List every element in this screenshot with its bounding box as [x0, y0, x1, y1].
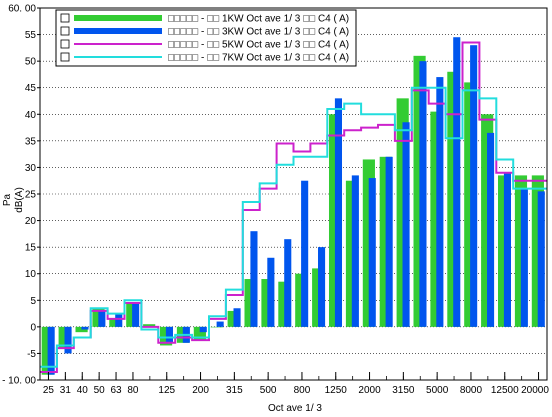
y-tick-label: 20 [25, 216, 37, 227]
y-tick-label: 0 [30, 322, 36, 333]
bar [64, 326, 72, 354]
x-tick-label: 1250 [325, 385, 348, 396]
bar [210, 326, 223, 328]
bar [537, 191, 545, 327]
bar [81, 326, 89, 330]
legend-checkbox [60, 26, 70, 36]
y-tick-label: 60. 00 [8, 4, 36, 15]
bar [115, 313, 123, 327]
y-tick-label: -5 [27, 349, 36, 360]
x-tick-label: 25 [43, 385, 55, 396]
step-line [40, 86, 547, 368]
bar-series [47, 37, 545, 375]
series-layer [40, 37, 547, 375]
y-tick-label: 45 [25, 83, 37, 94]
bar [143, 324, 156, 327]
bar [165, 326, 174, 343]
bar [132, 302, 140, 327]
y-tick-label: - 10. 00 [2, 376, 36, 387]
bar [419, 61, 427, 327]
y-tick-label: 40 [25, 110, 37, 121]
x-tick-label: 5000 [426, 385, 449, 396]
bar [233, 308, 241, 327]
bar [47, 326, 55, 375]
bar [98, 310, 106, 327]
x-tick-label: 12500 [491, 385, 519, 396]
x-tick-label: 8000 [460, 385, 483, 396]
bar [402, 122, 410, 327]
y-tick-label: 15 [25, 243, 37, 254]
y-tick-label: 30 [25, 163, 37, 174]
y-tick-label: 10 [25, 269, 37, 280]
bar [385, 156, 393, 327]
x-axis-title: Oct ave 1/ 3 [268, 403, 322, 414]
x-axis-ticks: 25 31 40 50 63 80 125 200 315 500 800 1250 2000 3150 5… [43, 372, 549, 396]
bar [267, 257, 275, 327]
x-tick-label: 31 [60, 385, 72, 396]
bar [284, 239, 292, 327]
legend-checkbox [60, 39, 70, 49]
y-tick-label: 25 [25, 190, 37, 201]
bar [216, 321, 224, 327]
y-tick-label: 35 [25, 136, 37, 147]
x-tick-label: 500 [260, 385, 277, 396]
y-axis-unit-top: Pa [2, 193, 13, 206]
bar [470, 45, 478, 327]
bar [487, 132, 495, 327]
x-tick-label: 3150 [392, 385, 415, 396]
legend-entry: □□□□□ - □□ 3KW Oct ave 1/ 3 □□ C4 ( A) [168, 27, 349, 38]
bar [199, 326, 207, 333]
x-tick-label: 2000 [358, 385, 381, 396]
x-tick-label: 20000 [521, 385, 549, 396]
x-tick-label: 315 [226, 385, 243, 396]
x-tick-label: 80 [127, 385, 139, 396]
bar [334, 98, 343, 327]
legend-entry: □□□□□ - □□ 1KW Oct ave 1/ 3 □□ C4 ( A) [168, 14, 349, 25]
bar [368, 178, 376, 327]
legend-checkbox [60, 13, 70, 23]
x-tick-label: 40 [77, 385, 89, 396]
bar [318, 247, 326, 327]
legend-entry: □□□□□ - □□ 7KW Oct ave 1/ 3 □□ C4 ( A) [168, 53, 349, 64]
bar [520, 188, 528, 327]
x-tick-label: 50 [94, 385, 106, 396]
legend: □□□□□ - □□ 1KW Oct ave 1/ 3 □□ C4 ( A) □□… [55, 9, 357, 67]
legend-entry: □□□□□ - □□ 5KW Oct ave 1/ 3 □□ C4 ( A) [168, 40, 349, 51]
bar [453, 37, 461, 327]
bar [250, 231, 258, 327]
x-tick-label: 200 [192, 385, 209, 396]
bar [436, 77, 444, 327]
y-tick-label: 55 [25, 30, 37, 41]
bar [301, 180, 309, 327]
legend-checkbox [60, 52, 70, 62]
x-tick-label: 125 [158, 385, 175, 396]
bar [503, 172, 512, 327]
x-tick-label: 63 [110, 385, 122, 396]
y-tick-label: 50 [25, 57, 37, 68]
y-axis-title: dB(A) [14, 187, 25, 213]
x-tick-label: 800 [294, 385, 311, 396]
bar [351, 175, 359, 327]
y-tick-label: 5 [30, 296, 36, 307]
